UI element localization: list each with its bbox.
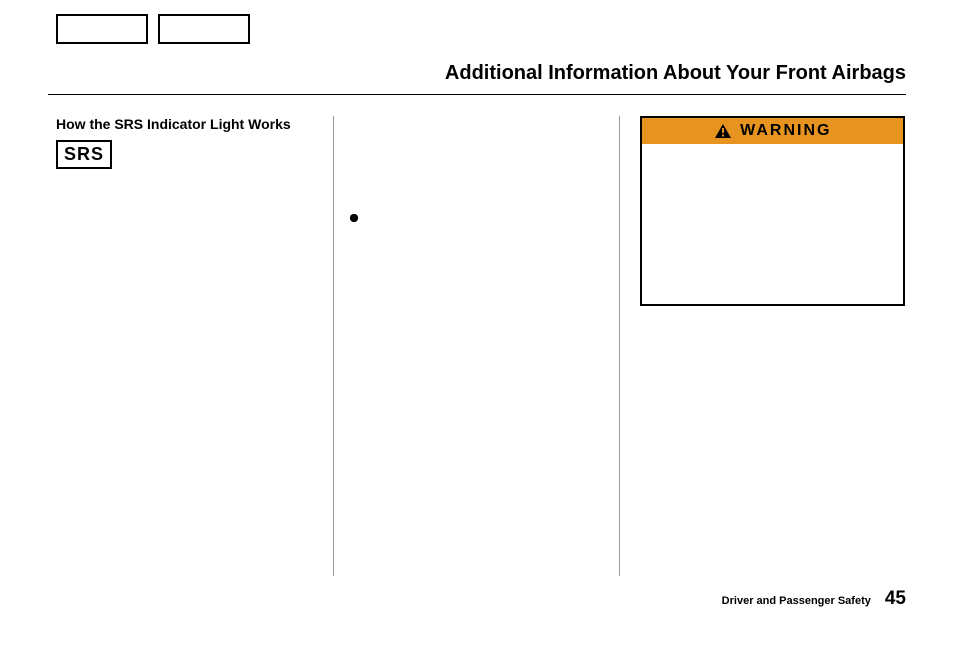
content-area: How the SRS Indicator Light Works SRS WA… xyxy=(56,116,906,576)
warning-triangle-icon xyxy=(714,123,732,139)
column-middle xyxy=(333,116,620,576)
warning-header: WARNING xyxy=(642,118,903,144)
page-title: Additional Information About Your Front … xyxy=(445,62,906,85)
nav-box-2[interactable] xyxy=(158,14,250,44)
srs-indicator-box: SRS xyxy=(56,140,112,169)
column-left: How the SRS Indicator Light Works SRS xyxy=(56,116,333,576)
footer-page-number: 45 xyxy=(885,588,906,610)
nav-box-1[interactable] xyxy=(56,14,148,44)
page-footer: Driver and Passenger Safety 45 xyxy=(722,588,906,610)
warning-title: WARNING xyxy=(740,122,831,140)
warning-box: WARNING xyxy=(640,116,905,306)
column-right: WARNING xyxy=(619,116,906,576)
footer-section-label: Driver and Passenger Safety xyxy=(722,595,871,607)
title-divider xyxy=(48,94,906,95)
top-nav-boxes xyxy=(56,14,250,44)
subheading-srs-indicator: How the SRS Indicator Light Works xyxy=(56,116,333,134)
